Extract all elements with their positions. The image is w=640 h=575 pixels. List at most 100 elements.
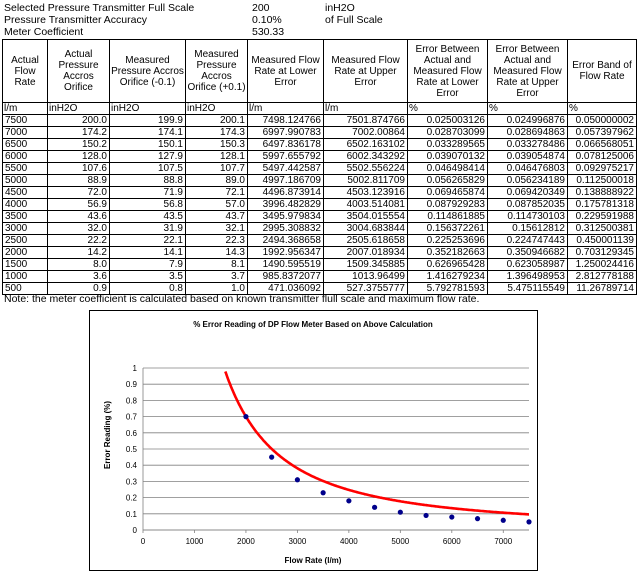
table-cell: 0.114730103 — [487, 210, 568, 223]
y-tick-label: 0.8 — [126, 396, 138, 405]
param-value: 530.33 — [252, 26, 285, 38]
table-row: 5000 88.9 88.8 89.0 4997.186709 5002.811709 0.… — [2, 174, 637, 187]
table-cell: 0.112500018 — [567, 174, 637, 187]
table-cell: 6997.990783 — [247, 126, 324, 139]
table-cell: 0.626965428 — [407, 258, 488, 271]
footnote: Note: the meter coefficient is calculate… — [4, 293, 480, 305]
table-cell: 6002.343292 — [323, 150, 408, 163]
calculation-table: Actual Flow Rate Actual Pressure Accros … — [2, 39, 637, 295]
column-header: Error Band of Flow Rate — [567, 39, 637, 103]
data-point — [397, 509, 403, 515]
table-cell: 0.025003126 — [407, 114, 488, 127]
flow-rate-cell: 4000 — [2, 198, 48, 211]
flow-rate-cell: 1000 — [2, 270, 48, 283]
y-tick-label: 0.5 — [126, 445, 138, 454]
table-cell: 7002.00864 — [323, 126, 408, 139]
table-row: 3000 32.0 31.9 32.1 2995.308832 3004.683844 0.… — [2, 222, 637, 235]
table-cell: 0.15612812 — [487, 222, 568, 235]
table-cell: 0.114861885 — [407, 210, 488, 223]
column-header: Measured Pressure Accros Orifice (+0.1) — [185, 39, 248, 103]
table-cell: 0.024996876 — [487, 114, 568, 127]
data-point — [526, 519, 532, 525]
y-tick-label: 0.4 — [126, 461, 138, 470]
table-cell: 0.8 — [109, 282, 186, 295]
table-cell: 5497.442587 — [247, 162, 324, 175]
x-tick-label: 7000 — [494, 537, 512, 546]
table-cell: 56.8 — [109, 198, 186, 211]
data-point — [449, 514, 455, 520]
y-tick-label: 0.2 — [126, 494, 138, 503]
table-cell: 14.3 — [185, 246, 248, 259]
table-cell: 5.792781593 — [407, 282, 488, 295]
table-cell: 72.1 — [185, 186, 248, 199]
unit-cell: % — [487, 102, 568, 115]
chart-frame: % Error Reading of DP Flow Meter Based o… — [89, 310, 538, 571]
param-label: Meter Coefficient — [4, 26, 84, 38]
table-cell: 107.6 — [47, 162, 110, 175]
data-point — [423, 512, 429, 519]
flow-rate-cell: 2500 — [2, 234, 48, 247]
data-point — [294, 477, 300, 483]
table-cell: 128.1 — [185, 150, 248, 163]
table-cell: 0.229591988 — [567, 210, 637, 223]
flow-rate-cell: 2000 — [2, 246, 48, 259]
y-tick-label: 0.1 — [126, 510, 138, 519]
table-cell: 3004.683844 — [323, 222, 408, 235]
table-row: 500 0.9 0.8 1.0 471.036092 527.3755777 5.79278… — [2, 282, 637, 295]
table-cell: 22.2 — [47, 234, 110, 247]
param-value: 0.10% — [252, 14, 282, 26]
unit-cell: inH2O — [185, 102, 248, 115]
table-cell: 0.225253696 — [407, 234, 488, 247]
table-cell: 128.0 — [47, 150, 110, 163]
table-cell: 7498.124766 — [247, 114, 324, 127]
table-cell: 1013.96499 — [323, 270, 408, 283]
table-cell: 0.224747443 — [487, 234, 568, 247]
table-row: 5500 107.6 107.5 107.7 5497.442587 5502.55622… — [2, 162, 637, 175]
x-axis-label: Flow Rate (l/m) — [285, 556, 342, 565]
table-cell: 2995.308832 — [247, 222, 324, 235]
table-cell: 1.396498953 — [487, 270, 568, 283]
param-value: 200 — [252, 2, 270, 14]
table-cell: 4003.514081 — [323, 198, 408, 211]
table-cell: 3996.482829 — [247, 198, 324, 211]
table-row: 7000 174.2 174.1 174.3 6997.990783 7002.00864… — [2, 126, 637, 139]
table-cell: 43.7 — [185, 210, 248, 223]
table-cell: 14.2 — [47, 246, 110, 259]
table-row: 2500 22.2 22.1 22.3 2494.368658 2505.618658 0.… — [2, 234, 637, 247]
table-cell: 174.2 — [47, 126, 110, 139]
table-body: 7500 200.0 199.9 200.1 7498.124766 7501.87476… — [2, 114, 637, 295]
flow-rate-cell: 5000 — [2, 174, 48, 187]
table-row: 1500 8.0 7.9 8.1 1490.595519 1509.345885 0.626… — [2, 258, 637, 271]
table-cell: 8.1 — [185, 258, 248, 271]
data-point — [269, 454, 275, 460]
y-tick-label: 0 — [133, 526, 138, 535]
table-cell: 0.352182663 — [407, 246, 488, 259]
data-point — [474, 516, 481, 522]
y-tick-label: 0.3 — [126, 477, 138, 486]
table-cell: 57.0 — [185, 198, 248, 211]
flow-rate-cell: 6500 — [2, 138, 48, 151]
table-cell: 89.0 — [185, 174, 248, 187]
table-cell: 14.1 — [109, 246, 186, 259]
column-header: Actual Pressure Accros Orifice — [47, 39, 110, 103]
param-unit: inH2O — [325, 2, 355, 14]
x-tick-label: 6000 — [443, 537, 461, 546]
table-cell: 6497.836178 — [247, 138, 324, 151]
table-cell: 0.028694863 — [487, 126, 568, 139]
table-cell: 0.046498414 — [407, 162, 488, 175]
table-cell: 0.350946682 — [487, 246, 568, 259]
table-cell: 0.033289565 — [407, 138, 488, 151]
param-label: Pressure Transmitter Accuracy — [4, 14, 147, 26]
table-cell: 0.039054874 — [487, 150, 568, 163]
table-cell: 56.9 — [47, 198, 110, 211]
error-chart: % Error Reading of DP Flow Meter Based o… — [103, 320, 532, 565]
table-cell: 43.6 — [47, 210, 110, 223]
table-cell: 1.250024416 — [567, 258, 637, 271]
table-cell: 199.9 — [109, 114, 186, 127]
table-cell: 43.5 — [109, 210, 186, 223]
table-cell: 4503.123916 — [323, 186, 408, 199]
series-line — [224, 371, 529, 516]
table-cell: 0.033278486 — [487, 138, 568, 151]
table-cell: 5502.556224 — [323, 162, 408, 175]
table-cell: 985.8372077 — [247, 270, 324, 283]
